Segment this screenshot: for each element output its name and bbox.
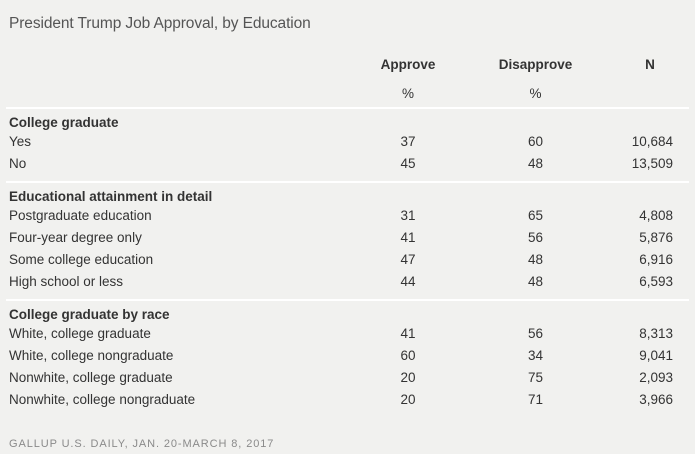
column-header-approve: Approve xyxy=(380,57,436,72)
table-row: Nonwhite, college nongraduate 20 71 3,966 xyxy=(0,388,695,410)
approve-value: 20 xyxy=(400,392,416,407)
approve-value: 41 xyxy=(400,326,416,341)
column-unit-disapprove: % xyxy=(529,86,542,101)
n-value: 3,966 xyxy=(639,392,673,407)
table-row: Some college education 47 48 6,916 xyxy=(0,248,695,270)
section-divider xyxy=(6,181,689,183)
table-row: White, college graduate 41 56 8,313 xyxy=(0,322,695,344)
table-row: Four-year degree only 41 56 5,876 xyxy=(0,226,695,248)
table-row: White, college nongraduate 60 34 9,041 xyxy=(0,344,695,366)
approve-value: 37 xyxy=(400,134,416,149)
row-label: Four-year degree only xyxy=(9,230,142,245)
approve-value: 31 xyxy=(400,208,416,223)
n-value: 8,313 xyxy=(639,326,673,341)
disapprove-value: 56 xyxy=(527,230,544,245)
table-row: Yes 37 60 10,684 xyxy=(0,130,695,152)
section-title: College graduate by race xyxy=(9,307,170,322)
n-value: 13,509 xyxy=(631,156,673,171)
approve-value: 45 xyxy=(400,156,416,171)
table-row: No 45 48 13,509 xyxy=(0,152,695,174)
row-label: White, college nongraduate xyxy=(9,348,174,363)
page-title: President Trump Job Approval, by Educati… xyxy=(9,15,311,32)
row-label: White, college graduate xyxy=(9,326,151,341)
n-value: 10,684 xyxy=(631,134,673,149)
n-value: 9,041 xyxy=(639,348,673,363)
row-label: Postgraduate education xyxy=(9,208,152,223)
approve-value: 60 xyxy=(400,348,416,363)
n-value: 6,916 xyxy=(639,252,673,267)
row-label: No xyxy=(9,156,27,171)
approve-value: 44 xyxy=(400,274,416,289)
n-value: 2,093 xyxy=(639,370,673,385)
disapprove-value: 34 xyxy=(527,348,544,363)
row-label: Nonwhite, college graduate xyxy=(9,370,173,385)
row-label: Nonwhite, college nongraduate xyxy=(9,392,196,407)
disapprove-value: 71 xyxy=(527,392,544,407)
column-unit-approve: % xyxy=(401,86,414,101)
row-label: Yes xyxy=(9,134,32,149)
disapprove-value: 60 xyxy=(527,134,544,149)
disapprove-value: 56 xyxy=(527,326,544,341)
table-row: Postgraduate education 31 65 4,808 xyxy=(0,204,695,226)
n-value: 4,808 xyxy=(639,208,673,223)
n-value: 5,876 xyxy=(639,230,673,245)
column-header-disapprove: Disapprove xyxy=(498,57,573,72)
section-divider xyxy=(6,299,689,301)
section-divider xyxy=(6,107,689,109)
approve-value: 20 xyxy=(400,370,416,385)
table-row: Nonwhite, college graduate 20 75 2,093 xyxy=(0,366,695,388)
section-title: College graduate xyxy=(9,115,119,130)
approve-value: 47 xyxy=(400,252,416,267)
table-row: High school or less 44 48 6,593 xyxy=(0,270,695,292)
n-value: 6,593 xyxy=(639,274,673,289)
disapprove-value: 48 xyxy=(527,274,544,289)
disapprove-value: 65 xyxy=(527,208,544,223)
disapprove-value: 48 xyxy=(527,156,544,171)
disapprove-value: 48 xyxy=(527,252,544,267)
row-label: Some college education xyxy=(9,252,154,267)
approve-value: 41 xyxy=(400,230,416,245)
disapprove-value: 75 xyxy=(527,370,544,385)
row-label: High school or less xyxy=(9,274,124,289)
source-note: GALLUP U.S. DAILY, JAN. 20-MARCH 8, 2017 xyxy=(9,438,275,450)
section-title: Educational attainment in detail xyxy=(9,189,213,204)
column-header-n: N xyxy=(645,57,655,72)
